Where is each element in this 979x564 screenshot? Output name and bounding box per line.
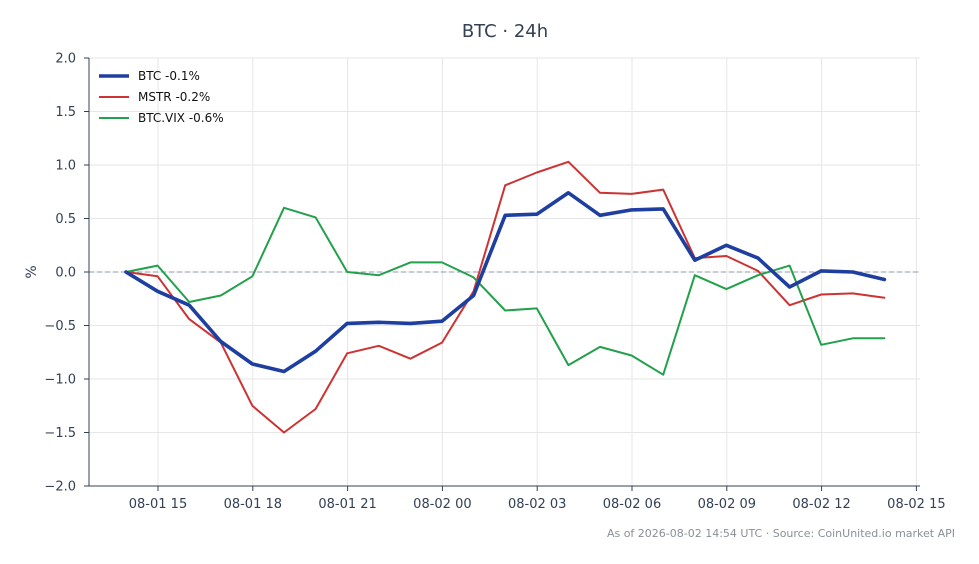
legend: BTC -0.1% MSTR -0.2% BTC.VIX -0.6% (99, 69, 224, 125)
x-ticks: 08-01 15 08-01 18 08-01 21 08-02 00 08-02 03… (129, 486, 946, 512)
chart-title: BTC · 24h (462, 21, 548, 42)
x-tick-label: 08-01 18 (224, 497, 282, 512)
series-group (124, 160, 887, 434)
y-tick-label: 1.5 (55, 105, 76, 120)
x-tick-label: 08-02 06 (603, 497, 661, 512)
y-tick-label: −1.5 (44, 426, 76, 441)
y-tick-label: −0.5 (44, 319, 76, 334)
legend-label-btc-vix: BTC.VIX -0.6% (138, 111, 224, 125)
y-tick-label: 0.0 (55, 266, 76, 281)
series-line-btc-vix (125, 206, 886, 376)
x-tick-label: 08-02 00 (413, 497, 471, 512)
y-tick-label: 2.0 (55, 52, 76, 67)
y-tick-label: −2.0 (44, 480, 76, 495)
x-tick-label: 08-01 21 (318, 497, 376, 512)
x-tick-label: 08-02 03 (508, 497, 566, 512)
y-tick-label: −1.0 (44, 373, 76, 388)
x-tick-label: 08-01 15 (129, 497, 187, 512)
x-tick-label: 08-02 09 (698, 497, 756, 512)
legend-label-mstr: MSTR -0.2% (138, 90, 210, 104)
x-tick-label: 08-02 15 (887, 497, 945, 512)
series-line-btc (124, 191, 887, 374)
y-axis-label: % (24, 265, 40, 278)
y-tick-label: 1.0 (55, 159, 76, 174)
x-tick-label: 08-02 12 (792, 497, 850, 512)
series-line-mstr (125, 160, 886, 434)
y-tick-label: 0.5 (55, 212, 76, 227)
y-ticks: 2.0 1.5 1.0 0.5 0.0 −0.5 −1.0 −1.5 −2.0 (44, 52, 89, 495)
footer-source-note: As of 2026-08-02 14:54 UTC · Source: Coi… (607, 527, 955, 540)
legend-label-btc: BTC -0.1% (138, 69, 200, 83)
